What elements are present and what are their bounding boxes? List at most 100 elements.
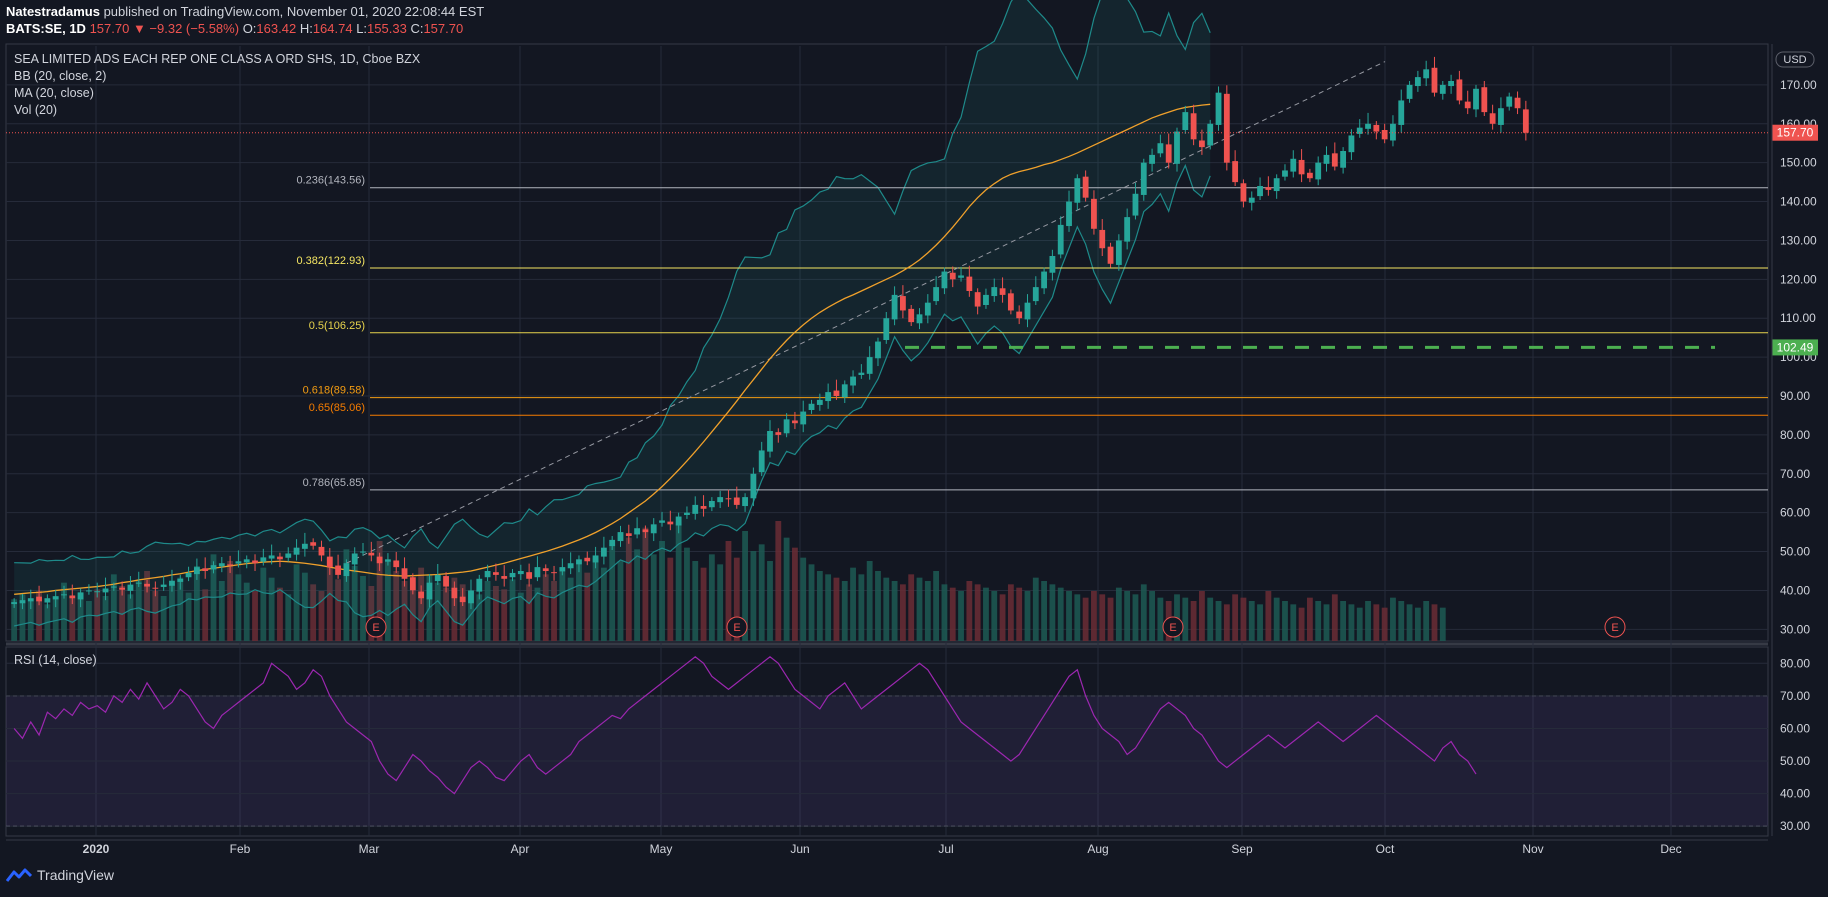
volume-bar <box>476 594 483 641</box>
volume-bar <box>1273 597 1280 641</box>
candle-body <box>958 275 964 278</box>
fib-level-label: 0.65(85.06) <box>309 402 365 414</box>
candle-body <box>19 600 26 604</box>
candle-body <box>193 567 200 575</box>
volume-bar <box>1439 607 1446 641</box>
footer-brand[interactable]: TradingView <box>6 867 114 883</box>
x-tick-label: Nov <box>1522 842 1543 856</box>
volume-bar <box>559 571 566 641</box>
candle-body <box>227 564 234 566</box>
volume-bar <box>185 592 192 641</box>
candle-body <box>277 556 283 560</box>
volume-bar <box>434 582 441 641</box>
volume-bar <box>69 597 76 641</box>
candle-body <box>584 557 591 562</box>
candle-body <box>609 539 616 547</box>
candle-body <box>77 592 84 600</box>
candle-body <box>551 572 557 574</box>
low-label: L: <box>356 21 368 36</box>
volume-bar <box>1390 597 1396 641</box>
volume-bar <box>86 601 92 641</box>
candle-body <box>1248 197 1255 203</box>
candle-body <box>1232 161 1239 183</box>
volume-bar <box>385 561 391 641</box>
legend-rsi[interactable]: RSI (14, close) <box>14 653 97 667</box>
volume-bar <box>1041 581 1048 641</box>
close-label: C: <box>410 21 424 36</box>
candle-body <box>476 578 483 592</box>
volume-bar <box>509 579 516 641</box>
candle-body <box>484 571 491 578</box>
candle-body <box>850 376 856 386</box>
volume-bar <box>1057 587 1064 641</box>
volume-bar <box>1356 607 1363 641</box>
candle-body <box>1257 186 1263 197</box>
volume-bar <box>1157 597 1164 641</box>
volume-bar <box>1066 591 1072 641</box>
candle-body <box>775 432 782 435</box>
published-text: published on TradingView.com, November 0… <box>103 4 485 19</box>
volume-bar <box>1315 601 1322 641</box>
candle-body <box>941 271 948 289</box>
volume-bar <box>625 537 632 641</box>
volume-bar <box>401 581 408 641</box>
candle-body <box>883 318 890 340</box>
volume-bar <box>908 574 915 641</box>
tradingview-logo-icon <box>6 868 32 882</box>
candle-body <box>1373 124 1380 132</box>
candle-body <box>434 574 441 582</box>
volume-bar <box>767 561 773 641</box>
volume-bar <box>1257 604 1263 641</box>
earnings-marker-label: E <box>1611 622 1618 634</box>
y-tick-label: 120.00 <box>1780 272 1817 286</box>
symbol-ohlc-line: BATS:SE, 1D 157.70 ▼ −9.32 (−5.58%) O:16… <box>6 21 463 36</box>
legend-vol[interactable]: Vol (20) <box>14 103 58 117</box>
volume-bar <box>1190 601 1197 641</box>
last-price-label: 157.70 <box>1777 126 1814 140</box>
earnings-marker <box>1162 616 1184 638</box>
volume-bar <box>1431 604 1438 641</box>
rsi-tick-label: 60.00 <box>1780 721 1810 735</box>
candle-body <box>235 561 242 564</box>
volume-bar <box>725 541 732 641</box>
volume-bar <box>1331 594 1338 641</box>
candle-body <box>210 565 217 570</box>
volume-bar <box>1348 604 1355 641</box>
x-tick-label: May <box>650 842 673 856</box>
candle-body <box>1390 123 1396 141</box>
volume-bar <box>326 557 333 641</box>
candle-body <box>160 584 167 587</box>
volume-bar <box>160 596 167 641</box>
legend-bb[interactable]: BB (20, close, 2) <box>14 69 107 83</box>
candle-body <box>592 555 599 563</box>
candle-body <box>335 565 341 575</box>
candle-body <box>966 276 973 291</box>
volume-bar <box>409 591 416 641</box>
author-name[interactable]: Natestradamus <box>6 4 100 19</box>
candle-body <box>94 591 101 593</box>
volume-bar <box>1115 587 1122 641</box>
legend-ma[interactable]: MA (20, close) <box>14 86 94 100</box>
volume-bar <box>1016 587 1023 641</box>
candle-body <box>908 308 915 323</box>
volume-bar <box>1373 604 1380 641</box>
fib-level-label: 0.236(143.56) <box>297 175 366 187</box>
y-tick-label: 140.00 <box>1780 195 1817 209</box>
volume-bar <box>692 561 699 641</box>
candle-body <box>974 292 981 307</box>
y-tick-label: 60.00 <box>1780 506 1810 520</box>
volume-bar <box>368 586 375 641</box>
volume-bar <box>1406 604 1413 641</box>
candle-body <box>135 582 142 584</box>
x-tick-label: Aug <box>1087 842 1108 856</box>
volume-bar <box>1207 597 1214 641</box>
volume-bar <box>1240 597 1247 641</box>
candle-body <box>1215 92 1222 125</box>
candle-body <box>318 546 325 556</box>
support-price-tag <box>1772 339 1818 356</box>
volume-bar <box>866 561 873 641</box>
volume-bar <box>659 541 665 641</box>
volume-bar <box>999 594 1006 641</box>
candle-body <box>625 533 632 536</box>
